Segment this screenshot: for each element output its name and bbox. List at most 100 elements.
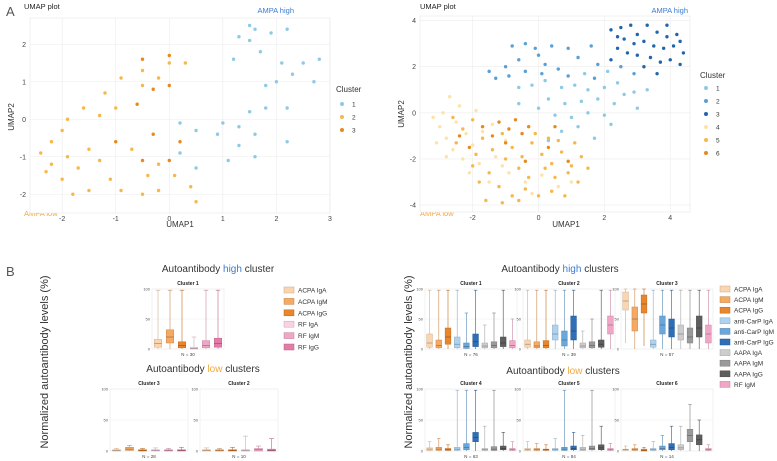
cluster-1-point [573,83,577,87]
cluster-3-point [655,71,659,76]
cluster-1-point [586,111,590,115]
cluster-3-point [635,32,640,37]
cluster-5-point [566,171,570,175]
cluster-1-point [264,106,268,110]
cluster-4-point [490,122,495,127]
cluster-5-point [543,166,547,170]
cluster-4-point [530,191,534,196]
box-aapa-iga [481,448,488,451]
boxplot-y-tick: 100 [101,387,108,392]
cluster-5-point [484,198,488,203]
cluster-3-point [675,32,679,37]
cluster-5-point [500,201,505,205]
cluster-3-point [655,30,659,34]
box-acpa-igm [125,447,134,451]
legend-label: anti-CarP IgG [734,340,774,347]
cluster-2-point [87,147,91,151]
legend-swatch [283,309,295,317]
umap-right-ticks: -2 0 2 4 -4 -2 0 2 4 [410,18,673,222]
cluster-3-point [645,23,649,27]
legend-label: ACPA IgA [298,288,327,295]
cluster-5-point [526,175,531,180]
cluster-2-point [619,65,623,69]
cluster-3-point [658,60,663,64]
boxplot-y-tick: 0 [617,347,620,352]
cluster-1-point [596,97,600,101]
cluster-2-point [65,117,70,121]
box-anti-carp-igm [463,342,470,349]
x-tick-label: 1 [221,216,225,223]
cluster-3-point [167,158,171,163]
cluster-4-point [500,164,505,168]
umap-left-ticks: -2 -1 0 1 2 3 -2 -1 0 1 2 [20,42,332,223]
cluster-5-point [569,164,574,168]
x-tick-label: -2 [59,216,65,223]
legend-label: ACPA IgG [734,308,763,315]
cluster-2-point [140,192,145,196]
cluster-1-point [247,23,252,28]
boxplot-n-label: N = 57 [660,352,674,357]
cluster-1-point [269,31,273,35]
boxplot-n-label: N = 10 [232,454,246,459]
cluster-1-point [312,80,316,84]
cluster-5-point [579,154,584,159]
cluster-1-point [194,166,198,170]
cluster-1-point [605,69,610,74]
cluster-1-point [194,128,198,133]
cluster-2-point [49,140,54,144]
cluster-6-point [526,124,531,129]
cluster-1-point [247,38,252,43]
cluster-3-point [615,35,620,39]
boxplot-cluster-title: Cluster 1 [460,281,482,287]
cluster-3-point [635,53,640,57]
cluster-5-point [536,194,541,198]
cluster-6-point [467,145,472,150]
cluster-5-point [470,164,475,168]
boxplot-n-label: N = 84 [562,454,576,459]
legend-cluster-5-marker [704,138,708,142]
legend-swatch [719,359,731,367]
box-anti-carp-igg [570,315,577,341]
cluster-4-point [447,95,452,99]
legend-cluster-2-marker [704,99,708,103]
cluster-2-point [194,200,198,204]
cluster-1-point [635,106,640,110]
cluster-5-point [530,141,534,145]
umap-left-low-label: AMPA low [24,209,58,218]
cluster-2-point [533,46,537,50]
legend-label: AAPA IgA [734,350,763,357]
cluster-1-point [290,72,295,76]
umap-right-points [431,23,686,205]
legend-cluster-2-label: 2 [716,99,720,106]
boxplot-y-tick: 100 [514,287,521,292]
legend-swatch [719,296,731,303]
box-acpa-iga [426,333,433,348]
legend-label: ACPA IgA [734,287,763,294]
legend-swatch [283,332,295,339]
cluster-4-point [487,180,491,184]
cluster-3-point [642,39,646,44]
cluster-1-point [247,110,252,114]
box-aapa-igg [500,336,507,347]
box-aapa-igg [598,444,605,451]
cluster-2-point [60,177,64,181]
cluster-6-point [553,124,557,129]
legend-cluster-2-marker [340,115,344,119]
box-rf-igm [202,340,210,349]
cluster-1-point [264,83,268,88]
cluster-2-point [183,61,188,65]
cluster-4-point [438,124,442,129]
legend-swatch [719,306,731,314]
box-anti-carp-igg [472,432,479,442]
cluster-4-point [444,154,449,159]
x-tick-label: 4 [668,215,672,222]
cluster-2-point [130,147,134,151]
cluster-1-point [253,132,257,136]
legend-cluster-3-label: 3 [352,128,356,135]
box-acpa-igm [533,448,540,451]
cluster-4-point [464,131,468,136]
boxplot-y-tick: 100 [191,387,198,392]
cluster-2-point [589,44,593,48]
cluster-1-point [612,101,616,106]
cluster-5-point [546,136,551,140]
